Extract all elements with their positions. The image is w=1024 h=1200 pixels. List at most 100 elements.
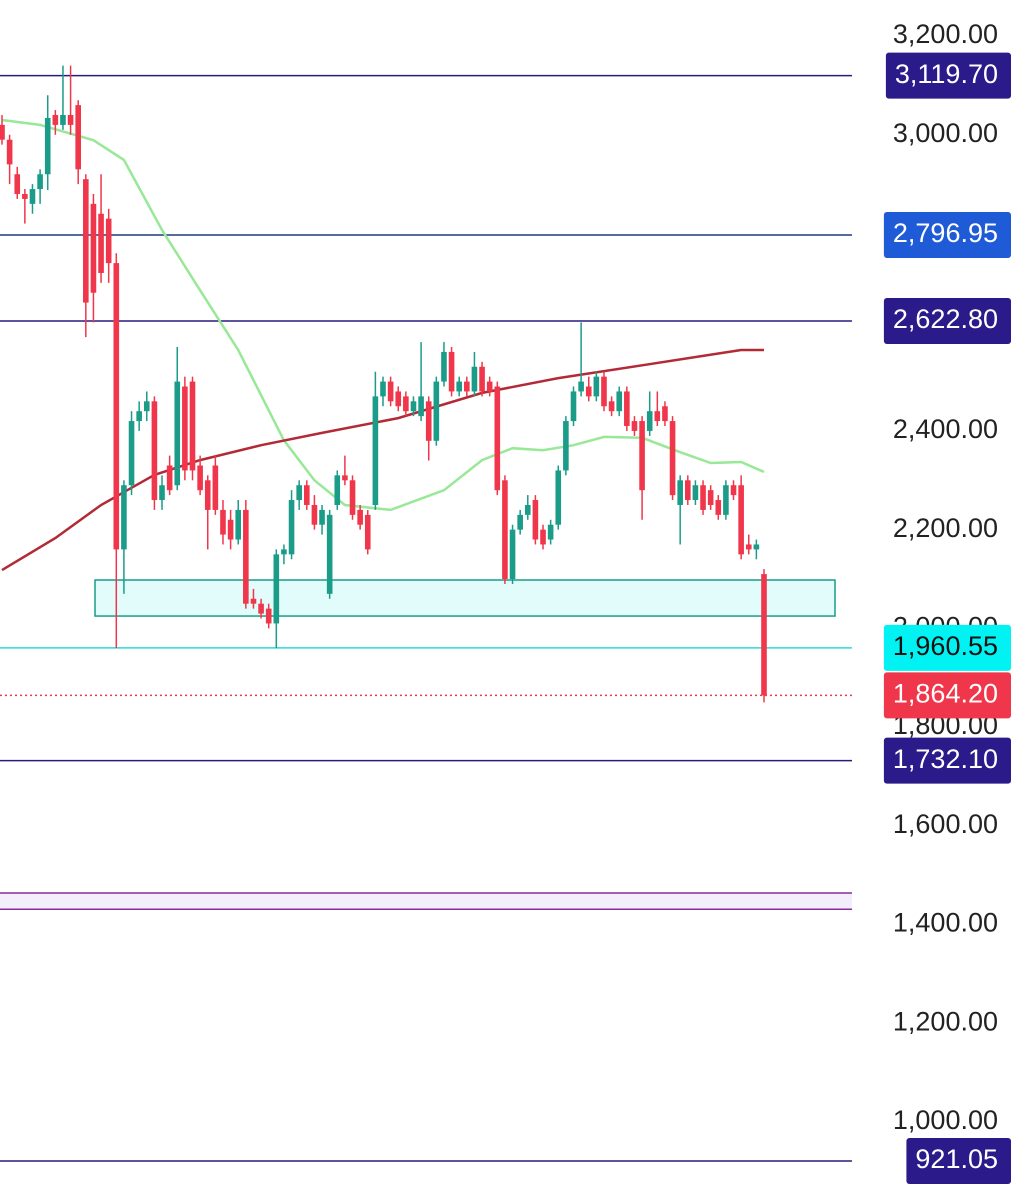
candle-body <box>182 386 188 471</box>
candle-body <box>98 213 104 273</box>
candle-body <box>692 485 699 501</box>
candle-body <box>418 396 424 417</box>
candle-body <box>456 381 462 392</box>
candle-body <box>281 549 287 555</box>
candle-body <box>159 485 165 501</box>
candle-body <box>60 115 66 125</box>
candle-body <box>578 381 584 392</box>
candle-body <box>494 386 501 491</box>
candle-body <box>700 485 706 510</box>
candle-body <box>37 174 43 190</box>
candle-body <box>250 598 257 604</box>
zone <box>94 579 836 617</box>
level-label: 2,622.80 <box>893 304 998 334</box>
candle-body <box>243 509 249 604</box>
candle-body <box>517 514 523 530</box>
candle-body <box>685 480 691 501</box>
level-label: 1,732.10 <box>893 744 998 774</box>
candle-body <box>212 465 219 510</box>
y-tick-label: 1,600.00 <box>893 809 998 839</box>
candle-body <box>204 480 211 510</box>
candle-body <box>143 401 150 412</box>
candle-body <box>113 263 120 550</box>
level-label-box <box>883 624 1011 671</box>
candle-body <box>349 480 356 515</box>
candle-body <box>395 391 402 407</box>
candle-body <box>90 203 97 293</box>
candle-body <box>555 470 562 525</box>
candle-body <box>273 554 280 624</box>
level-label: 1,960.55 <box>893 631 998 661</box>
candle-body <box>67 115 74 125</box>
candle-body <box>372 396 379 505</box>
candle-body <box>326 514 333 594</box>
candle-body <box>730 485 737 496</box>
y-tick-label: 1,200.00 <box>893 1006 998 1036</box>
level-label: 921.05 <box>915 1144 998 1174</box>
candle-body <box>334 475 341 505</box>
candle-body <box>745 544 752 550</box>
candle-body <box>174 381 181 486</box>
candle-body <box>624 391 630 426</box>
candle-body <box>410 401 417 412</box>
candle-body <box>364 514 371 550</box>
y-tick-label: 2,200.00 <box>893 513 998 543</box>
candle-body <box>601 376 607 407</box>
candle-body <box>761 574 767 696</box>
candle-body <box>608 401 615 412</box>
level-label-box <box>883 297 1011 344</box>
candle-body <box>380 381 386 397</box>
candle-body <box>288 500 295 555</box>
candle-body <box>121 485 127 550</box>
candle-body <box>616 391 623 412</box>
moving-average <box>1 348 764 572</box>
candle-body <box>677 480 683 505</box>
level-label-box <box>885 52 1011 99</box>
candle-body <box>0 124 5 140</box>
candle-body <box>540 529 546 545</box>
candle-body <box>570 391 577 422</box>
candle-body <box>532 500 539 540</box>
candle-body <box>136 411 142 422</box>
level-label-box <box>883 737 1011 784</box>
zone <box>0 892 852 910</box>
candle-body <box>715 500 722 515</box>
candle-body <box>654 411 661 422</box>
candle-body <box>83 179 89 303</box>
y-tick-label: 3,200.00 <box>893 19 998 49</box>
candle-body <box>669 421 676 496</box>
candle-body <box>151 401 158 501</box>
candle-body <box>220 509 226 535</box>
candle-body <box>189 381 196 471</box>
candle-body <box>6 139 13 165</box>
y-tick-label: 1,000.00 <box>893 1105 998 1135</box>
candle-body <box>753 544 760 550</box>
candle-body <box>235 509 242 540</box>
candle-body <box>166 465 173 491</box>
candle-body <box>707 490 714 505</box>
candle-body <box>296 485 302 501</box>
candle-body <box>464 381 470 392</box>
candle-body <box>387 381 394 402</box>
candle-body <box>448 351 455 392</box>
level-label-box <box>906 1137 1011 1184</box>
candle-body <box>509 529 516 580</box>
level-label: 2,796.95 <box>893 218 998 248</box>
candle-body <box>563 421 569 471</box>
candle-body <box>197 465 203 491</box>
candle-body <box>425 401 432 441</box>
candle-body <box>723 485 729 515</box>
level-label: 3,119.70 <box>895 59 998 89</box>
candle-body <box>357 509 363 525</box>
candle-body <box>44 117 51 175</box>
candle-body <box>105 218 112 264</box>
candle-body <box>441 351 447 382</box>
candle-body <box>29 189 36 204</box>
candle-body <box>631 421 638 431</box>
candle-body <box>593 376 600 397</box>
level-label-box <box>883 672 1011 719</box>
candle-body <box>486 381 493 392</box>
y-tick-label: 3,000.00 <box>893 118 998 148</box>
candle-body <box>342 475 348 481</box>
